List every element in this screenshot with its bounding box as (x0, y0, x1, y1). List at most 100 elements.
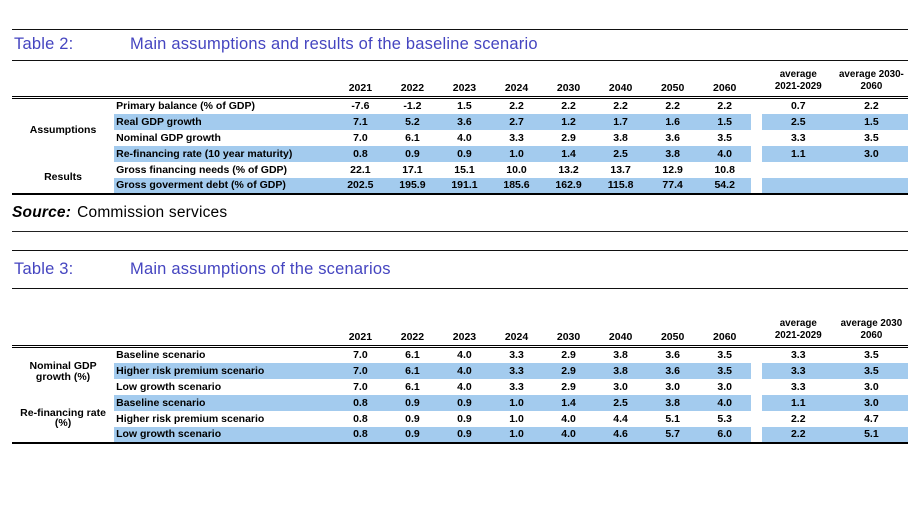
table-row: Nominal GDP growth (%) Baseline scenario 7… (12, 346, 908, 395)
table3-caption: Table 3: Main assumptions of the scenari… (12, 249, 908, 289)
row-label: Higher risk premium scenario (116, 412, 265, 425)
gap-cell (750, 177, 762, 194)
value-cell: 7.0 (353, 349, 368, 362)
average-cell: 0.7 (790, 100, 806, 113)
gap-cell (750, 362, 762, 379)
gap-cell (750, 129, 762, 146)
empty-header (12, 315, 115, 349)
value-cell: 1.0 (490, 426, 543, 443)
row-label: Low growth scenario (114, 426, 335, 443)
average-cell: 3.3 (790, 380, 806, 393)
value-cell: 2.5 (594, 145, 647, 162)
average-cell: 2.5 (761, 113, 835, 130)
value-cell: 6.1 (405, 349, 420, 362)
empty-header (114, 315, 335, 349)
value-cell: 2.7 (490, 113, 543, 130)
average-header-line: average 2030 (840, 317, 903, 329)
value-cell: 4.0 (542, 426, 595, 443)
value-cell: 0.8 (334, 145, 387, 162)
row-label: Baseline scenario (116, 349, 206, 362)
value-cell: 3.8 (613, 131, 628, 144)
value-cell: 17.1 (402, 163, 423, 176)
table2: 2021 2022 2023 2024 2030 2040 2050 2060 average 2… (12, 67, 908, 195)
table2-caption-title: Main assumptions and results of the base… (130, 35, 538, 53)
empty-header (12, 67, 115, 100)
value-cell: 1.2 (542, 113, 595, 130)
gap-cell (750, 113, 762, 130)
average-cell: 3.5 (864, 349, 879, 362)
value-cell: 4.6 (594, 426, 647, 443)
row-label: Real GDP growth (114, 113, 335, 130)
average-cell: 2.2 (790, 412, 806, 425)
value-cell: 0.8 (334, 394, 387, 411)
average-cell: 3.0 (864, 380, 879, 393)
row-label: Re-financing rate (10 year maturity) (114, 145, 335, 162)
average-cell: 3.0 (834, 394, 908, 411)
value-cell: 6.1 (386, 362, 439, 379)
value-cell: 0.9 (386, 145, 439, 162)
year-header: 2050 (646, 67, 699, 100)
value-cell: 3.0 (613, 380, 628, 393)
average-cell: 3.3 (761, 362, 835, 379)
value-cell: 0.9 (438, 394, 491, 411)
average-cell (834, 177, 908, 194)
year-header: 2021 (334, 67, 387, 100)
gap-cell (750, 378, 762, 395)
year-header: 2024 (490, 315, 543, 349)
year-header: 2050 (646, 315, 699, 349)
value-cell: 1.4 (542, 394, 595, 411)
gap-cell (750, 346, 762, 363)
year-header: 2023 (438, 315, 491, 349)
value-cell: 7.0 (334, 362, 387, 379)
value-cell: 13.7 (610, 163, 631, 176)
empty-header (114, 67, 335, 100)
value-cell: 4.0 (698, 394, 751, 411)
value-cell: 1.7 (594, 113, 647, 130)
year-header: 2040 (594, 67, 647, 100)
gap-header (750, 67, 762, 100)
value-cell: 0.8 (353, 412, 368, 425)
table-row: Real GDP growth 7.1 5.2 3.6 2.7 1.2 1.7 1.6 1.5 2… (12, 113, 908, 130)
average-cell: 3.3 (790, 131, 806, 144)
source-label: Source: (12, 203, 72, 221)
value-cell: 1.4 (542, 145, 595, 162)
value-cell: 7.1 (334, 113, 387, 130)
document-page: Table 2: Main assumptions and results of… (0, 29, 920, 522)
value-cell: 77.4 (646, 177, 699, 194)
value-cell: 3.5 (698, 362, 751, 379)
table3: 2021 2022 2023 2024 2030 2040 2050 2060 average 2… (12, 315, 908, 444)
value-cell: 0.8 (334, 426, 387, 443)
gap-cell (750, 97, 762, 114)
value-cell: 2.9 (561, 131, 576, 144)
value-cell: 1.0 (490, 394, 543, 411)
value-cell: 3.6 (665, 131, 680, 144)
year-header: 2030 (542, 67, 595, 100)
value-cell: 12.9 (662, 163, 683, 176)
value-cell: 185.6 (490, 177, 543, 194)
value-cell: 2.2 (509, 100, 524, 113)
value-cell: 0.9 (438, 145, 491, 162)
value-cell: 195.9 (386, 177, 439, 194)
year-header: 2022 (386, 315, 439, 349)
average-cell (761, 177, 835, 194)
year-header: 2060 (698, 315, 751, 349)
year-header: 2060 (698, 67, 751, 100)
table-row: Higher risk premium scenario 0.8 0.9 0.9 1.0… (12, 410, 908, 427)
value-cell: 3.5 (717, 131, 732, 144)
average-header: average 2021-2029 (761, 67, 835, 100)
value-cell: 7.0 (353, 380, 368, 393)
value-cell: 2.9 (561, 380, 576, 393)
value-cell: 1.0 (490, 145, 543, 162)
average-cell: 1.1 (761, 394, 835, 411)
value-cell: 3.0 (717, 380, 732, 393)
divider-rule (12, 230, 908, 232)
table-row: Assumptions Primary balance (% of GDP) -7.… (12, 97, 908, 162)
value-cell: 3.0 (665, 380, 680, 393)
value-cell: 2.5 (594, 394, 647, 411)
value-cell: 2.2 (561, 100, 576, 113)
average-header: average 2030 2060 (834, 315, 908, 349)
value-cell: 2.9 (561, 349, 576, 362)
value-cell: 4.0 (438, 362, 491, 379)
source-text: Commission services (77, 203, 228, 221)
value-cell: 0.9 (386, 426, 439, 443)
